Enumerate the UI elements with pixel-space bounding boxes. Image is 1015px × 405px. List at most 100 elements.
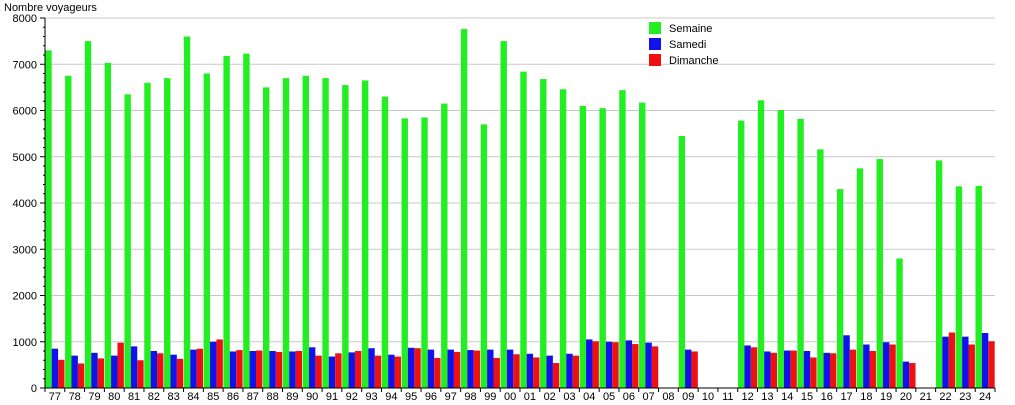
- bar-semaine-22: [935, 160, 943, 388]
- bar-samedi-87: [249, 351, 257, 388]
- bar-dimanche-87: [256, 350, 263, 388]
- bar-samedi-18: [863, 344, 870, 388]
- x-tick-label: 13: [761, 391, 773, 400]
- x-tick-label: 21: [920, 391, 932, 400]
- bar-samedi-82: [150, 351, 158, 388]
- x-tick-label: 90: [306, 391, 318, 400]
- x-tick-label: 06: [623, 391, 635, 400]
- bar-semaine-88: [263, 87, 270, 388]
- bar-samedi-94: [388, 354, 395, 388]
- bar-samedi-77: [51, 348, 59, 388]
- bar-dimanche-90: [315, 355, 322, 388]
- y-tick-label: 1000: [13, 337, 37, 349]
- y-tick-label: 0: [31, 383, 37, 395]
- bar-samedi-88: [269, 351, 276, 388]
- bar-samedi-07: [645, 342, 652, 388]
- bar-semaine-97: [441, 103, 448, 388]
- bar-semaine-86: [223, 55, 230, 389]
- bar-samedi-96: [427, 349, 435, 388]
- bar-samedi-99: [487, 349, 494, 388]
- x-tick-label: 17: [840, 391, 852, 400]
- bar-dimanche-79: [97, 358, 105, 388]
- bar-semaine-98: [460, 29, 468, 388]
- y-tick-label: 5000: [13, 152, 37, 164]
- x-tick-label: 02: [544, 391, 556, 400]
- bar-semaine-19: [876, 159, 883, 388]
- y-tick-label: 3000: [13, 244, 37, 256]
- x-tick-label: 18: [860, 391, 872, 400]
- x-tick-label: 94: [385, 391, 397, 400]
- bar-dimanche-89: [295, 351, 302, 388]
- bar-dimanche-05: [612, 342, 619, 388]
- bar-dimanche-94: [394, 356, 401, 388]
- bar-dimanche-81: [137, 360, 144, 388]
- x-tick-label: 14: [781, 391, 793, 400]
- bar-semaine-13: [757, 100, 765, 388]
- bars: [45, 29, 995, 389]
- bar-semaine-16: [817, 149, 824, 388]
- x-tick-label: 78: [69, 391, 81, 400]
- bar-semaine-17: [836, 189, 844, 388]
- bar-semaine-06: [619, 90, 626, 389]
- bar-semaine-89: [282, 78, 290, 388]
- legend-swatch-semaine: [649, 22, 661, 34]
- x-tick-label: 24: [979, 391, 991, 400]
- bar-semaine-85: [203, 73, 211, 388]
- x-tick-label: 84: [187, 391, 199, 400]
- bar-dimanche-09: [691, 351, 698, 388]
- bar-dimanche-17: [849, 349, 857, 388]
- legend-label-semaine: Semaine: [669, 23, 712, 35]
- x-tick-label: 77: [49, 391, 61, 400]
- bar-samedi-92: [348, 352, 355, 388]
- bar-samedi-15: [803, 351, 811, 388]
- bar-dimanche-78: [77, 363, 85, 388]
- bar-samedi-93: [368, 348, 375, 388]
- bar-semaine-05: [599, 108, 606, 388]
- bar-semaine-09: [678, 135, 686, 388]
- bar-semaine-96: [421, 117, 428, 388]
- bar-dimanche-83: [176, 358, 184, 388]
- bar-dimanche-88: [275, 351, 283, 388]
- x-tick-label: 03: [563, 391, 575, 400]
- x-tick-label: 95: [405, 391, 417, 400]
- bar-dimanche-95: [414, 348, 421, 388]
- bar-dimanche-04: [592, 341, 599, 388]
- y-tick-label: 8000: [13, 13, 37, 25]
- x-tick-label: 89: [286, 391, 298, 400]
- bar-semaine-95: [401, 118, 408, 389]
- bar-samedi-83: [170, 354, 177, 388]
- bar-semaine-80: [104, 62, 112, 389]
- bar-samedi-14: [783, 350, 791, 388]
- bar-samedi-01: [526, 353, 534, 388]
- y-tick-label: 7000: [13, 59, 37, 71]
- bar-samedi-86: [229, 351, 237, 388]
- bar-dimanche-77: [58, 359, 65, 388]
- bar-semaine-82: [144, 82, 151, 388]
- x-tick-label: 04: [583, 391, 595, 400]
- bar-samedi-03: [566, 353, 573, 388]
- bar-samedi-23: [962, 336, 969, 388]
- bar-dimanche-20: [909, 363, 916, 388]
- bar-dimanche-24: [988, 341, 995, 388]
- x-tick-label: 09: [682, 391, 694, 400]
- bar-samedi-22: [942, 336, 949, 388]
- bar-semaine-87: [243, 53, 250, 389]
- x-tick-label: 11: [722, 391, 733, 400]
- x-tick-label: 16: [821, 391, 833, 400]
- bar-semaine-20: [896, 258, 903, 388]
- bar-dimanche-01: [533, 357, 540, 388]
- x-tick-label: 83: [168, 391, 180, 400]
- bar-semaine-18: [856, 168, 864, 388]
- bar-semaine-79: [84, 41, 92, 388]
- bar-semaine-83: [164, 78, 171, 388]
- bar-semaine-77: [45, 50, 52, 388]
- bar-dimanche-96: [434, 357, 441, 388]
- bar-semaine-03: [559, 89, 567, 388]
- x-tick-label: 19: [880, 391, 892, 400]
- bar-dimanche-12: [750, 347, 758, 388]
- bar-samedi-13: [764, 351, 771, 388]
- bar-semaine-14: [777, 110, 784, 388]
- bar-samedi-17: [843, 335, 850, 388]
